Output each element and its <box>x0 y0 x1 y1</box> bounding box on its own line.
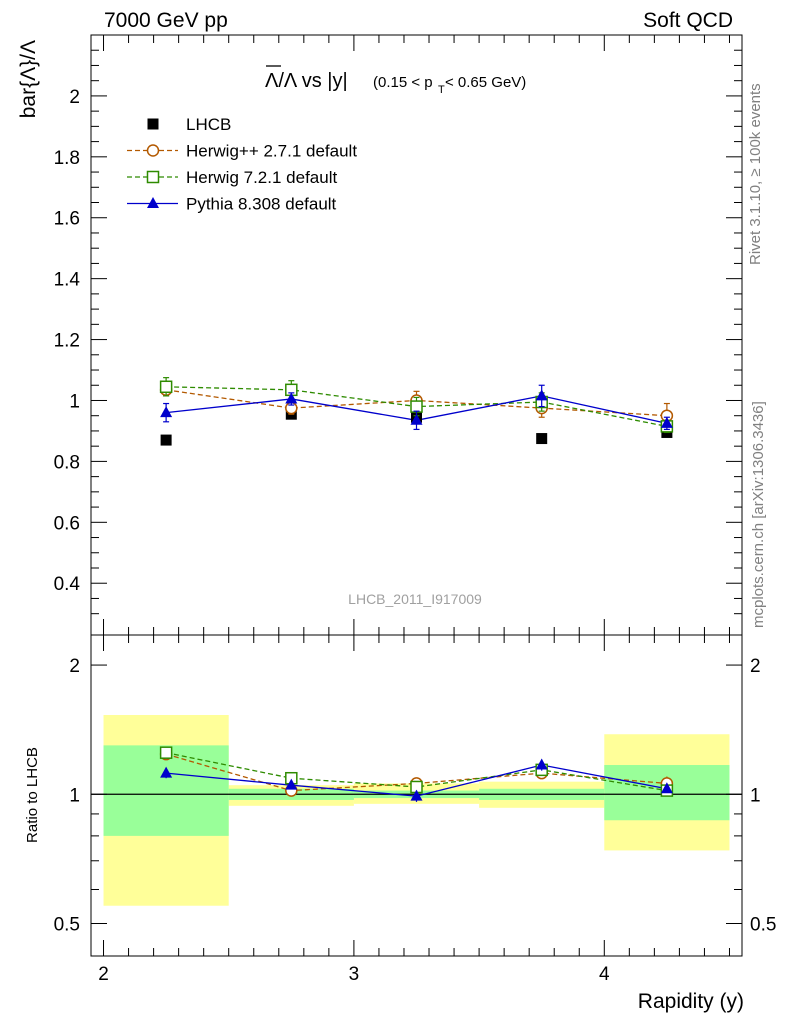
legend-label: Herwig 7.2.1 default <box>186 168 337 187</box>
x-tick-label: 3 <box>349 964 360 985</box>
main-data-point <box>159 380 173 394</box>
main-y-tick-label: 1.6 <box>54 209 80 230</box>
ratio-y-tick-label-right: 2 <box>750 656 761 677</box>
ratio-data-point <box>660 782 673 794</box>
header-left-label: 7000 GeV pp <box>104 9 228 32</box>
ratio-y-tick-label-right: 0.5 <box>750 914 776 935</box>
ratio-data-point <box>410 789 423 801</box>
main-panel-ticks: 0.4 0.6 0.8 1 1.2 1.4 1.6 1.8 2 <box>54 34 742 635</box>
ratio-y-tick-label: 2 <box>69 656 80 677</box>
main-y-tick-label: 0.4 <box>54 574 81 595</box>
main-data-point <box>536 433 548 445</box>
main-data-point <box>410 400 423 413</box>
legend: LHCB Herwig++ 2.7.1 default Herwig 7.2.1 d… <box>127 115 357 214</box>
ratio-y-tick-label-right: 1 <box>750 785 761 806</box>
main-data-point <box>535 389 548 401</box>
legend-marker <box>146 170 160 184</box>
analysis-watermark: LHCB_2011_I917009 <box>348 591 482 607</box>
main-data-point <box>660 416 673 428</box>
title-lead: Λ/Λ vs |y| <box>265 70 348 92</box>
ratio-data-point <box>285 778 298 790</box>
title-cut-sub: T <box>438 84 445 96</box>
ratio-y-axis-label: Ratio to LHCB <box>24 747 41 843</box>
x-tick-label: 4 <box>599 964 610 985</box>
main-data-point <box>160 434 172 446</box>
ratio-data-point <box>159 746 173 759</box>
main-y-tick-label: 2 <box>69 87 80 108</box>
ratio-panel-ticks: 0.5 0.5 1 1 2 2 2 3 4 <box>54 635 776 985</box>
ratio-y-tick-label: 1 <box>69 785 80 806</box>
main-panel-points <box>159 377 674 446</box>
legend-label: LHCB <box>186 115 231 134</box>
main-y-axis-label: bar{Λ}/Λ <box>17 40 40 118</box>
title-cut-close: < 0.65 GeV) <box>445 74 526 91</box>
main-panel-title: Λ/Λ vs |y| (0.15 < p T < 0.65 GeV) <box>265 65 526 96</box>
main-data-point <box>160 406 173 418</box>
main-y-tick-label: 1 <box>69 391 80 412</box>
main-y-tick-label: 0.6 <box>54 513 80 534</box>
ratio-uncertainty-bands <box>91 715 742 906</box>
legend-marker <box>146 144 160 157</box>
ratio-data-point <box>535 758 548 770</box>
main-y-tick-label: 1.4 <box>54 270 81 291</box>
ratio-panel-frame <box>90 634 743 957</box>
ratio-panel-points <box>159 746 674 802</box>
main-data-point <box>410 413 423 425</box>
ratio-y-tick-label: 0.5 <box>54 914 80 935</box>
main-y-tick-label: 1.2 <box>54 331 80 352</box>
title-cut-open: (0.15 < p <box>373 74 433 91</box>
legend-label: Pythia 8.308 default <box>186 195 337 214</box>
rivet-version-label: Rivet 3.1.10, ≥ 100k events <box>747 83 764 265</box>
main-y-tick-label: 1.8 <box>54 148 80 169</box>
legend-marker <box>147 197 159 208</box>
x-axis-label: Rapidity (y) <box>638 990 744 1013</box>
x-tick-label: 2 <box>98 964 109 985</box>
header-right-label: Soft QCD <box>643 9 733 32</box>
ratio-data-point <box>160 766 173 778</box>
main-y-tick-label: 0.8 <box>54 452 80 473</box>
mcplots-label: mcplots.cern.ch [arXiv:1306.3436] <box>750 401 767 628</box>
main-data-point <box>285 392 298 404</box>
legend-label: Herwig++ 2.7.1 default <box>186 142 357 161</box>
ratio-band-inner <box>103 745 229 836</box>
legend-marker <box>147 118 159 130</box>
